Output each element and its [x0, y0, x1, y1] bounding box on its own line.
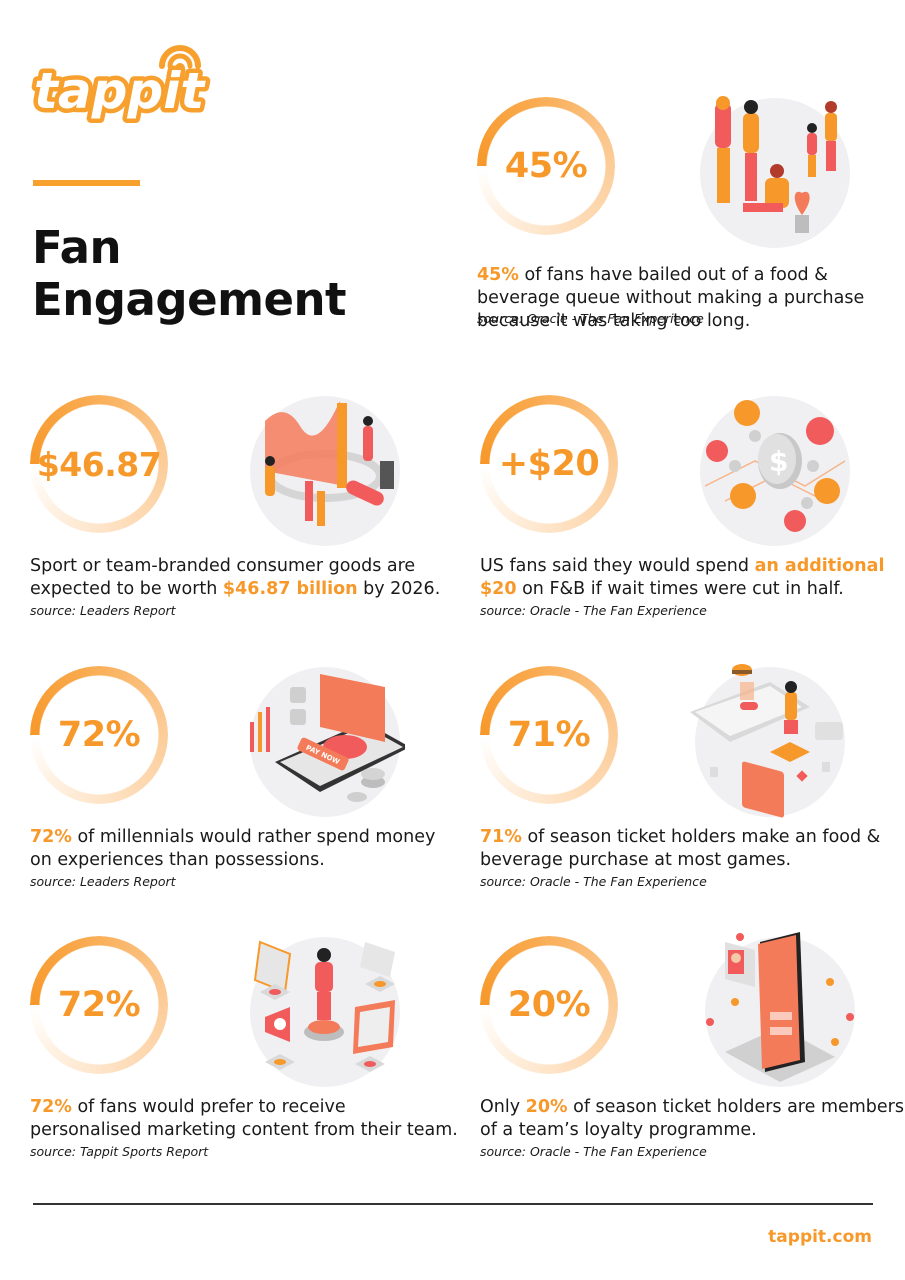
- page-title: Fan Engagement: [32, 221, 347, 326]
- stat-card-branded-goods: $46.87 Sport or team-branded consumer go…: [30, 395, 450, 665]
- stat-highlight: an additional $20: [480, 556, 885, 599]
- stat-card-loyalty: 20% Only 20% of season ticket holders ar…: [480, 932, 904, 1206]
- tappit-logo: tappit: [30, 28, 220, 125]
- svg-text:tappit: tappit: [34, 62, 206, 120]
- stat-card-millennials: 72% PAY NOW 72% of millennials would rat…: [30, 666, 450, 936]
- stat-source: source: Oracle - The Fan Experience: [480, 874, 707, 889]
- tappit-wordmark-icon: tappit: [30, 45, 211, 125]
- footer-website-link[interactable]: tappit.com: [768, 1227, 872, 1247]
- stat-value: 72%: [57, 715, 141, 755]
- loyalty-app-illustration: [700, 932, 860, 1092]
- stat-card-season-ticket-fnb: 71% 71% of season ticket holders make an…: [480, 664, 900, 936]
- stat-source: source: Oracle - The Fan Experience: [480, 1144, 707, 1159]
- footer-divider: [33, 1203, 873, 1205]
- progress-ring: [30, 395, 168, 533]
- personalised-marketing-illustration: [245, 932, 405, 1092]
- stat-highlight: 71%: [480, 827, 522, 847]
- progress-ring: [477, 97, 615, 235]
- analytics-chart-illustration: [245, 391, 405, 551]
- stat-highlight: 72%: [30, 1097, 72, 1117]
- family-queue-illustration: [695, 93, 855, 253]
- progress-ring: [30, 666, 168, 804]
- progress-ring: [30, 936, 168, 1074]
- stat-description: 71% of season ticket holders make an foo…: [480, 827, 881, 870]
- stat-description: Sport or team-branded consumer goods are…: [30, 556, 441, 599]
- stat-value: 71%: [507, 715, 591, 755]
- stat-description: 72% of fans would prefer to receive pers…: [30, 1097, 458, 1140]
- stat-source: source: Oracle - The Fan Experience: [480, 603, 707, 618]
- stat-description: 72% of millennials would rather spend mo…: [30, 827, 436, 870]
- stat-description: Only 20% of season ticket holders are me…: [480, 1097, 904, 1140]
- stat-description: US fans said they would spend an additio…: [480, 556, 885, 599]
- page-title-line2: Engagement: [32, 273, 347, 326]
- stat-value: $46.87: [36, 444, 162, 484]
- stat-source: source: Oracle - The Fan Experience: [477, 311, 704, 326]
- stat-card-additional-spend: +$20 $ US fans said they would spend an …: [480, 395, 900, 665]
- stat-card-queue-abandon: 45% 45% of fans have bailed out of a foo…: [477, 96, 897, 367]
- stat-highlight: $46.87 billion: [222, 579, 358, 599]
- stat-source: source: Tappit Sports Report: [30, 1144, 209, 1159]
- phone-pay-now-illustration: PAY NOW: [245, 662, 405, 822]
- progress-ring: [480, 395, 618, 533]
- progress-ring: [480, 666, 618, 804]
- stat-value: 20%: [507, 985, 591, 1025]
- svg-text:$: $: [769, 445, 788, 478]
- page-title-line1: Fan: [32, 221, 122, 274]
- stat-highlight: 20%: [525, 1097, 568, 1117]
- stat-source: source: Leaders Report: [30, 603, 176, 618]
- stat-value: 45%: [504, 146, 588, 186]
- stat-value: 72%: [57, 985, 141, 1025]
- title-accent-bar: [33, 180, 140, 186]
- progress-ring: [480, 936, 618, 1074]
- stat-source: source: Leaders Report: [30, 874, 176, 889]
- food-order-phone-illustration: [690, 662, 850, 822]
- stat-highlight: 72%: [30, 827, 72, 847]
- stat-value: +$20: [498, 444, 600, 484]
- coin-network-illustration: $: [695, 391, 855, 551]
- stat-description: 45% of fans have bailed out of a food & …: [477, 265, 865, 331]
- stat-highlight: 45%: [477, 265, 519, 285]
- stat-card-personalised-marketing: 72% 72% of fans would prefer to receive …: [30, 936, 458, 1206]
